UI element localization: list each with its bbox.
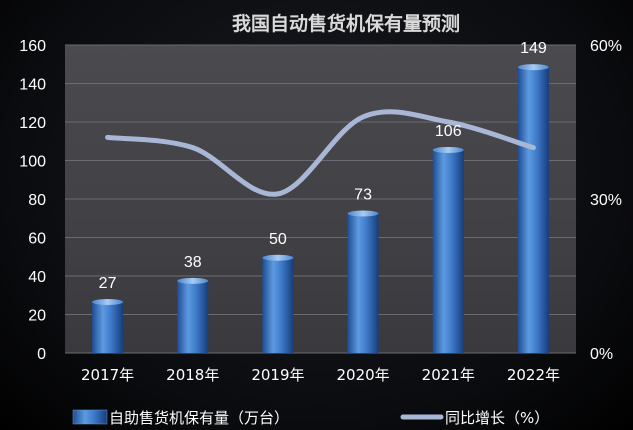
bar xyxy=(262,256,294,353)
bar-value-label: 149 xyxy=(520,40,547,57)
right-tick-label: 0% xyxy=(590,346,613,363)
bar-series xyxy=(92,64,549,354)
category-label: 2019年 xyxy=(251,366,304,384)
right-tick-label: 60% xyxy=(590,38,622,55)
left-tick-label: 20 xyxy=(28,308,46,325)
data-labels: 27 38 50 73 106 149 xyxy=(99,40,547,292)
right-tick-label: 30% xyxy=(590,192,622,209)
category-label: 2017年 xyxy=(81,366,134,384)
left-tick-label: 60 xyxy=(28,231,46,248)
left-tick-label: 160 xyxy=(19,38,46,55)
bar-top xyxy=(432,146,464,153)
bar-value-label: 73 xyxy=(354,186,372,203)
left-tick-label: 0 xyxy=(37,346,46,363)
left-tick-label: 40 xyxy=(28,269,46,286)
line-series xyxy=(105,109,536,197)
bar-top xyxy=(92,299,124,306)
bar xyxy=(177,279,209,353)
left-tick-label: 80 xyxy=(28,192,46,209)
bar-value-label: 27 xyxy=(99,275,117,292)
bar xyxy=(432,148,464,353)
bar-top xyxy=(262,254,294,261)
left-tick-label: 100 xyxy=(19,154,46,171)
left-tick-label: 120 xyxy=(19,115,46,132)
category-label: 2018年 xyxy=(166,366,219,384)
category-label: 2020年 xyxy=(336,366,389,384)
bar-top xyxy=(517,64,549,71)
legend-bar-swatch xyxy=(72,409,108,425)
bar xyxy=(347,212,379,353)
growth-line xyxy=(105,109,536,197)
category-label: 2022年 xyxy=(507,366,560,384)
bar xyxy=(92,301,124,353)
left-axis: 0 20 40 60 80 100 120 140 160 xyxy=(19,38,46,363)
legend-bar-label: 自助售货机保有量（万台） xyxy=(109,409,289,427)
legend: 自助售货机保有量（万台） 同比增长（%） xyxy=(72,409,549,427)
right-axis: 0% 30% 60% xyxy=(590,38,622,363)
left-tick-label: 140 xyxy=(19,77,46,94)
bar-value-label: 106 xyxy=(435,123,462,140)
chart-title: 我国自动售货机保有量预测 xyxy=(232,12,460,35)
bar-top xyxy=(177,277,209,284)
legend-line-label: 同比增长（%） xyxy=(445,409,549,427)
bar-value-label: 38 xyxy=(184,254,202,271)
category-label: 2021年 xyxy=(422,366,475,384)
bar-value-label: 50 xyxy=(269,231,287,248)
category-axis: 2017年 2018年 2019年 2020年 2021年 2022年 xyxy=(81,366,560,384)
bar-top xyxy=(347,210,379,217)
bar xyxy=(517,66,549,354)
